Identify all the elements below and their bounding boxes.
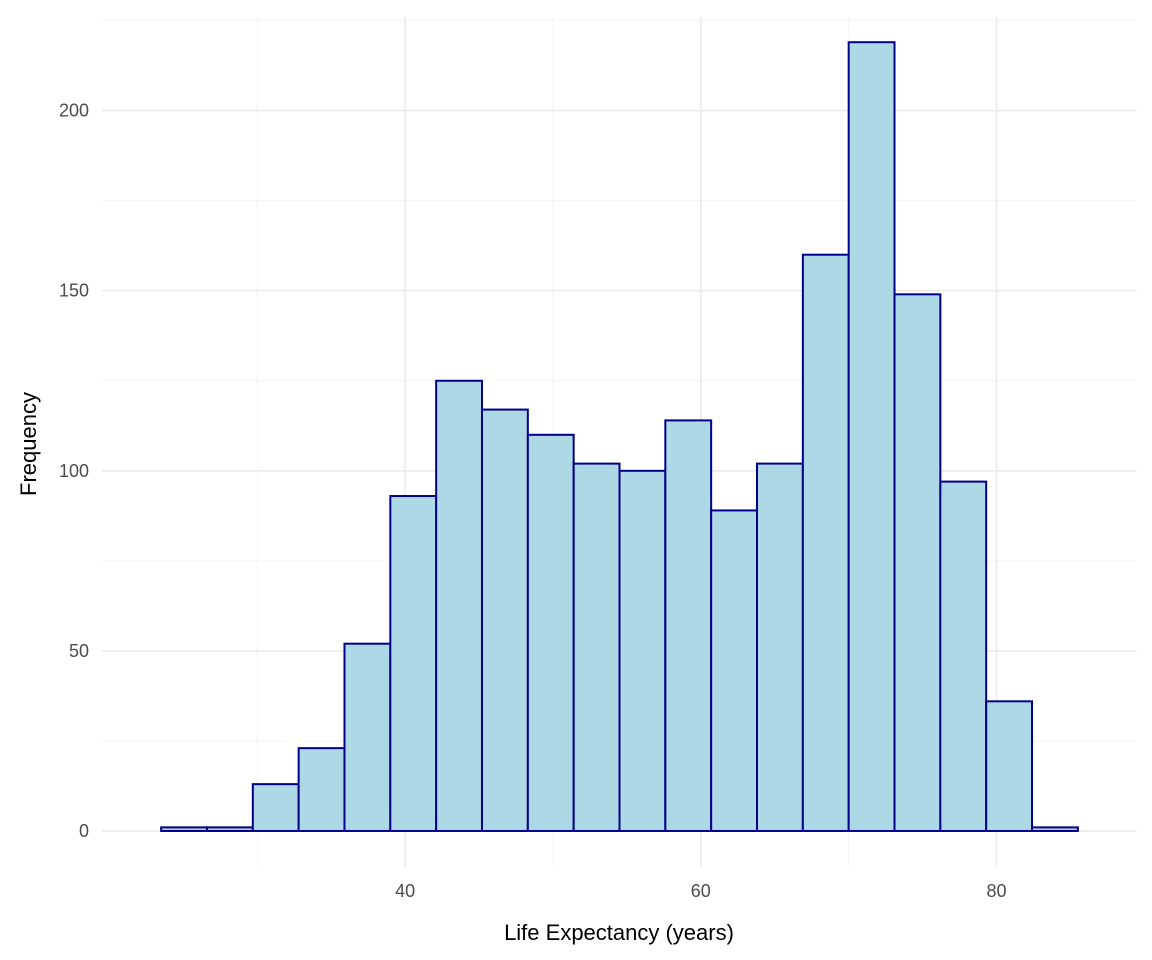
x-axis-title: Life Expectancy (years)	[504, 920, 734, 945]
y-axis-tick-labels: 0 50 100 150 200	[59, 101, 89, 841]
histogram-bar	[435, 379, 483, 832]
x-tick-label: 80	[987, 881, 1007, 901]
y-tick-label: 50	[69, 641, 89, 661]
histogram-bar	[893, 293, 942, 832]
histogram-bar	[526, 433, 575, 832]
histogram-bar	[205, 826, 254, 832]
x-tick-label: 40	[395, 881, 415, 901]
x-axis-tick-labels: 40 60 80	[395, 881, 1006, 901]
histogram-bar	[664, 419, 713, 832]
histogram-bar	[160, 826, 208, 832]
y-axis-title: Frequency	[16, 392, 41, 496]
y-tick-label: 200	[59, 101, 89, 121]
histogram-bar	[847, 41, 896, 832]
bars-layer	[160, 41, 1079, 832]
y-tick-label: 100	[59, 461, 89, 481]
histogram-bar	[1031, 826, 1079, 832]
histogram-bar	[985, 700, 1034, 832]
y-tick-label: 150	[59, 281, 89, 301]
histogram-bar	[297, 747, 346, 832]
histogram-bar	[710, 509, 759, 832]
histogram-bar	[756, 462, 804, 832]
histogram-bar	[343, 642, 392, 832]
histogram-bar	[251, 783, 300, 832]
x-tick-label: 60	[691, 881, 711, 901]
histogram-bar	[389, 495, 438, 832]
histogram-bar	[939, 480, 988, 832]
histogram-bar	[480, 408, 529, 832]
histogram-bar	[572, 462, 621, 832]
histogram-bar	[618, 469, 667, 832]
y-tick-label: 0	[79, 821, 89, 841]
histogram-bar	[801, 253, 850, 832]
